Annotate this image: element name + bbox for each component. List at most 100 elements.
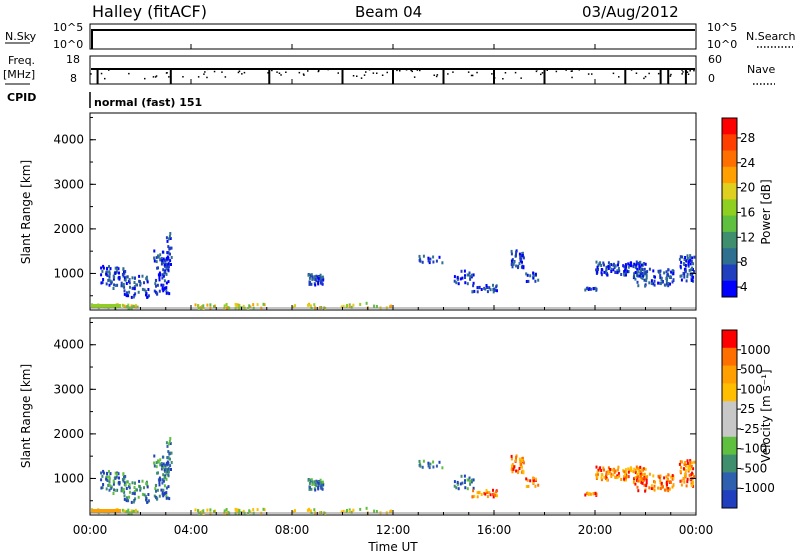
- power-pixel: [108, 283, 111, 287]
- power-pixel: [693, 270, 695, 274]
- velocity-pixel: [472, 478, 475, 482]
- power-pixel: [518, 262, 521, 265]
- velocity-pixel: [130, 500, 133, 504]
- velocity-pixel: [686, 480, 689, 484]
- power-ylabel: Slant Range [km]: [19, 160, 33, 264]
- power-pixel: [165, 236, 168, 240]
- x-tick-label: 00:00: [73, 523, 108, 537]
- nave-dot: [433, 74, 435, 76]
- power-pixel: [223, 304, 226, 308]
- velocity-pixel: [169, 442, 172, 445]
- power-pixel: [683, 268, 686, 271]
- velocity-pixel: [640, 480, 643, 484]
- velocity-pixel: [623, 470, 626, 474]
- power-pixel: [375, 305, 378, 308]
- power-pixel: [602, 261, 605, 265]
- velocity-pixel: [145, 482, 148, 486]
- velocity-pixel: [113, 488, 116, 492]
- power-pixel: [657, 269, 660, 273]
- nave-dot: [313, 68, 316, 70]
- power-colorbar-swatch: [722, 166, 737, 184]
- velocity-pixel: [635, 468, 638, 472]
- nave-dot: [396, 69, 398, 72]
- velocity-pixel: [472, 486, 475, 490]
- power-pixel: [167, 268, 170, 272]
- velocity-pixel: [643, 472, 646, 476]
- power-pixel: [644, 272, 647, 276]
- power-pixel: [197, 304, 199, 308]
- velocity-pixel: [106, 479, 109, 482]
- power-pixel: [690, 260, 693, 263]
- velocity-colorbar-frame: [721, 329, 738, 509]
- power-pixel: [122, 267, 125, 271]
- velocity-pixel: [125, 480, 128, 484]
- nsky-label: N.Sky: [5, 30, 37, 43]
- nave-dot: [643, 77, 645, 80]
- nave-dot: [630, 69, 633, 71]
- power-pixel: [134, 276, 136, 280]
- power-pixel: [200, 305, 203, 309]
- velocity-pixel: [125, 499, 128, 503]
- velocity-pixel: [108, 475, 111, 479]
- power-pixel: [660, 276, 663, 280]
- power-pixel: [427, 256, 430, 260]
- velocity-colorbar-label: Velocity [m s⁻¹]: [759, 369, 773, 462]
- velocity-pixel: [155, 465, 158, 469]
- velocity-pixel: [165, 477, 168, 481]
- velocity-pixel: [689, 459, 692, 463]
- velocity-pixel: [464, 479, 466, 483]
- power-pixel: [600, 268, 603, 271]
- power-pixel: [441, 261, 444, 265]
- power-pixel: [128, 290, 131, 294]
- power-pixel: [108, 278, 111, 282]
- velocity-pixel: [645, 484, 648, 488]
- velocity-colorbar-tick-label: 25: [740, 402, 755, 416]
- power-pixel: [628, 264, 631, 267]
- velocity-pixel: [155, 461, 158, 465]
- velocity-pixel: [641, 477, 644, 481]
- nave-dot: [669, 75, 672, 77]
- nave-dot: [90, 73, 92, 75]
- power-pixel: [432, 260, 435, 264]
- velocity-pixel: [143, 493, 146, 497]
- velocity-pixel: [600, 469, 603, 472]
- nave-dot: [368, 68, 371, 71]
- power-pixel: [109, 279, 112, 283]
- velocity-pixel: [463, 474, 466, 478]
- power-pixel: [122, 284, 125, 288]
- velocity-colorbar-swatch: [722, 401, 737, 420]
- velocity-pixel: [659, 474, 662, 478]
- power-pixel: [137, 290, 140, 294]
- power-pixel: [147, 294, 150, 298]
- power-pixel: [130, 304, 133, 308]
- velocity-pixel: [320, 486, 323, 490]
- power-pixel: [688, 268, 691, 272]
- velocity-pixel: [686, 459, 689, 463]
- power-pixel: [630, 261, 632, 265]
- power-colorbar-swatch: [722, 248, 737, 265]
- power-pixel: [213, 305, 215, 309]
- nave-tick-top: 60: [708, 53, 722, 66]
- velocity-pixel: [168, 497, 171, 501]
- power-pixel: [666, 278, 668, 282]
- velocity-ytick-label: 4000: [53, 338, 84, 352]
- power-pixel: [242, 304, 245, 308]
- velocity-pixel: [638, 472, 641, 476]
- velocity-pixel: [169, 457, 171, 461]
- power-colorbar-tick-label: 4: [740, 280, 748, 294]
- date-title: 03/Aug/2012: [582, 3, 679, 21]
- power-pixel: [165, 272, 168, 276]
- velocity-pixel: [605, 475, 608, 478]
- nave-dot: [493, 77, 496, 79]
- velocity-pixel: [317, 481, 320, 485]
- velocity-pixel: [469, 482, 472, 486]
- power-colorbar-swatch: [722, 280, 737, 298]
- velocity-pixel: [116, 472, 119, 476]
- power-pixel: [118, 277, 121, 281]
- power-pixel: [605, 270, 608, 273]
- power-pixel: [640, 263, 643, 267]
- velocity-pixel: [314, 488, 317, 492]
- velocity-pixel: [608, 470, 611, 473]
- power-pixel: [532, 276, 535, 280]
- velocity-pixel: [492, 495, 495, 499]
